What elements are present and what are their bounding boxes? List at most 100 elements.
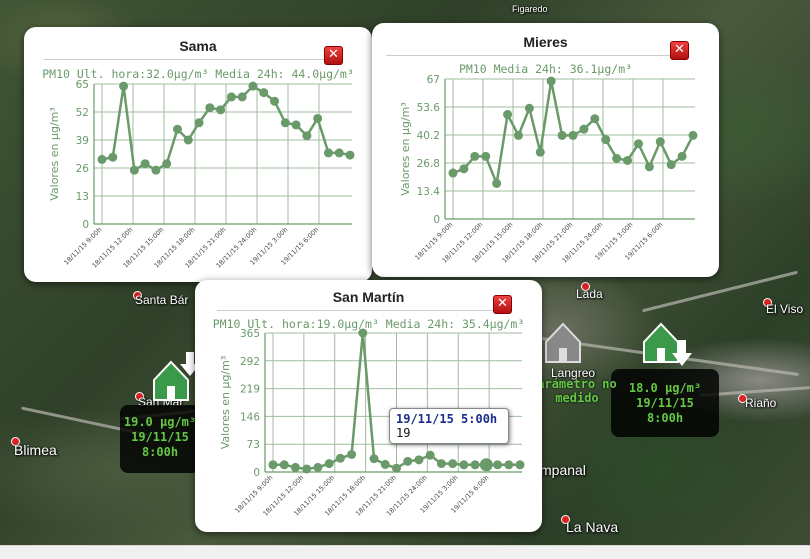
data-point <box>644 162 654 172</box>
station-value: 18.0 µg/m³ <box>628 381 702 395</box>
popup-sama[interactable]: Sama ✕ PM10 Ult. hora:32.0µg/m³ Media 24… <box>24 27 372 282</box>
town-santa-barbara[interactable]: Santa Bár <box>135 293 189 307</box>
data-point <box>358 328 368 338</box>
data-point <box>677 151 687 161</box>
town-marker[interactable] <box>581 282 590 291</box>
tooltip-value: 19 <box>396 426 411 440</box>
data-point <box>612 153 622 163</box>
station-label-langreo[interactable]: arámetro no medido <box>532 377 622 405</box>
station-date: 19/11/15 <box>636 396 694 410</box>
town-riano[interactable]: Riaño <box>745 396 777 410</box>
data-point <box>513 130 523 140</box>
data-point <box>655 137 665 147</box>
data-point <box>205 103 215 113</box>
data-point <box>579 124 589 134</box>
data-point <box>470 460 480 470</box>
y-tick-label: 73 <box>247 439 260 451</box>
data-point <box>425 450 435 460</box>
y-tick-label: 0 <box>253 467 260 479</box>
popup-title: Mieres <box>523 34 568 50</box>
town-lada[interactable]: Lada <box>576 287 603 301</box>
data-point <box>313 113 323 123</box>
tooltip-date: 19/11/15 5:00h <box>396 412 498 426</box>
popup-subtitle: PM10 Ult. hora:32.0µg/m³ Media 24h: 44.0… <box>42 67 354 81</box>
station-date: 19/11/15 <box>131 430 189 444</box>
data-point <box>481 151 491 161</box>
data-point <box>216 105 226 115</box>
data-point <box>479 458 493 472</box>
data-point <box>108 152 118 162</box>
popup-mieres[interactable]: Mieres ✕ PM10 Media 24h: 36.1µg/m³ 67 53.… <box>372 23 719 277</box>
divider <box>44 59 334 60</box>
close-button[interactable]: ✕ <box>324 46 343 65</box>
y-axis-label: Valores en µg/m³ <box>399 102 412 196</box>
data-point <box>162 159 172 169</box>
popup-title: San Martín <box>332 289 405 305</box>
town-el-viso[interactable]: El Viso <box>766 302 804 316</box>
data-point <box>334 148 344 158</box>
popup-san-martin[interactable]: San Martín ✕ PM10 Ult. hora:19.0µg/m³ Me… <box>195 280 542 532</box>
y-tick-label: 0 <box>82 219 89 231</box>
data-point <box>279 460 289 470</box>
data-point <box>323 148 333 158</box>
station-house-icon[interactable] <box>642 322 680 364</box>
data-point <box>291 120 301 130</box>
station-label-san-martin[interactable]: 19.0 µg/m³ 19/11/15 8:00h <box>120 405 200 473</box>
data-point <box>302 464 312 474</box>
close-button[interactable]: ✕ <box>670 41 689 60</box>
data-point <box>546 76 556 86</box>
chart-tooltip: 19/11/15 5:00h 19 <box>389 408 509 444</box>
data-point <box>515 460 525 470</box>
town-marker[interactable] <box>135 392 144 401</box>
data-point <box>403 456 413 466</box>
data-point <box>97 154 107 164</box>
data-point <box>151 165 161 175</box>
y-tick-label: 65 <box>76 79 89 91</box>
data-point <box>503 110 513 120</box>
y-tick-label: 39 <box>76 135 89 147</box>
y-axis-label: Valores en µg/m³ <box>48 107 61 201</box>
y-tick-label: 365 <box>240 328 260 340</box>
data-point <box>459 460 469 470</box>
data-point <box>601 135 611 145</box>
data-point <box>448 168 458 178</box>
data-point <box>448 459 458 469</box>
close-button[interactable]: ✕ <box>493 295 512 314</box>
data-point <box>504 460 514 470</box>
data-point <box>268 460 278 470</box>
data-point <box>392 463 401 473</box>
y-tick-label: 219 <box>240 384 260 396</box>
y-tick-label: 67 <box>427 74 440 86</box>
town-marker[interactable] <box>561 515 570 524</box>
town-marker[interactable] <box>763 298 772 307</box>
data-point <box>324 459 334 469</box>
y-tick-label: 26 <box>76 163 90 175</box>
station-house-icon[interactable] <box>152 360 190 402</box>
data-point <box>237 92 247 102</box>
y-tick-label: 40.2 <box>417 130 440 142</box>
y-tick-label: 146 <box>240 411 260 423</box>
popup-subtitle: PM10 Ult. hora:19.0µg/m³ Media 24h: 35.4… <box>212 317 525 331</box>
station-value: 19.0 µg/m³ <box>123 415 197 429</box>
data-point <box>633 139 643 149</box>
town-marker[interactable] <box>738 394 747 403</box>
data-point <box>172 124 182 134</box>
data-point <box>380 459 390 469</box>
town-la-nava[interactable]: La Nava <box>566 519 619 535</box>
y-tick-label: 52 <box>76 107 89 119</box>
data-point <box>347 449 357 459</box>
data-point <box>688 130 698 140</box>
data-point <box>436 459 446 469</box>
town-blimea[interactable]: Blimea <box>14 442 57 458</box>
station-label-riano[interactable]: 18.0 µg/m³ 19/11/15 8:00h <box>611 369 719 437</box>
data-point <box>335 453 345 463</box>
data-point <box>459 164 469 174</box>
station-house-gray-icon[interactable] <box>544 322 582 364</box>
town-marker[interactable] <box>11 437 20 446</box>
station-status: medido <box>555 391 599 405</box>
town-marker[interactable] <box>133 291 142 300</box>
town-campanal[interactable]: mpanal <box>540 462 586 478</box>
town-langreo[interactable]: Langreo <box>551 366 596 380</box>
